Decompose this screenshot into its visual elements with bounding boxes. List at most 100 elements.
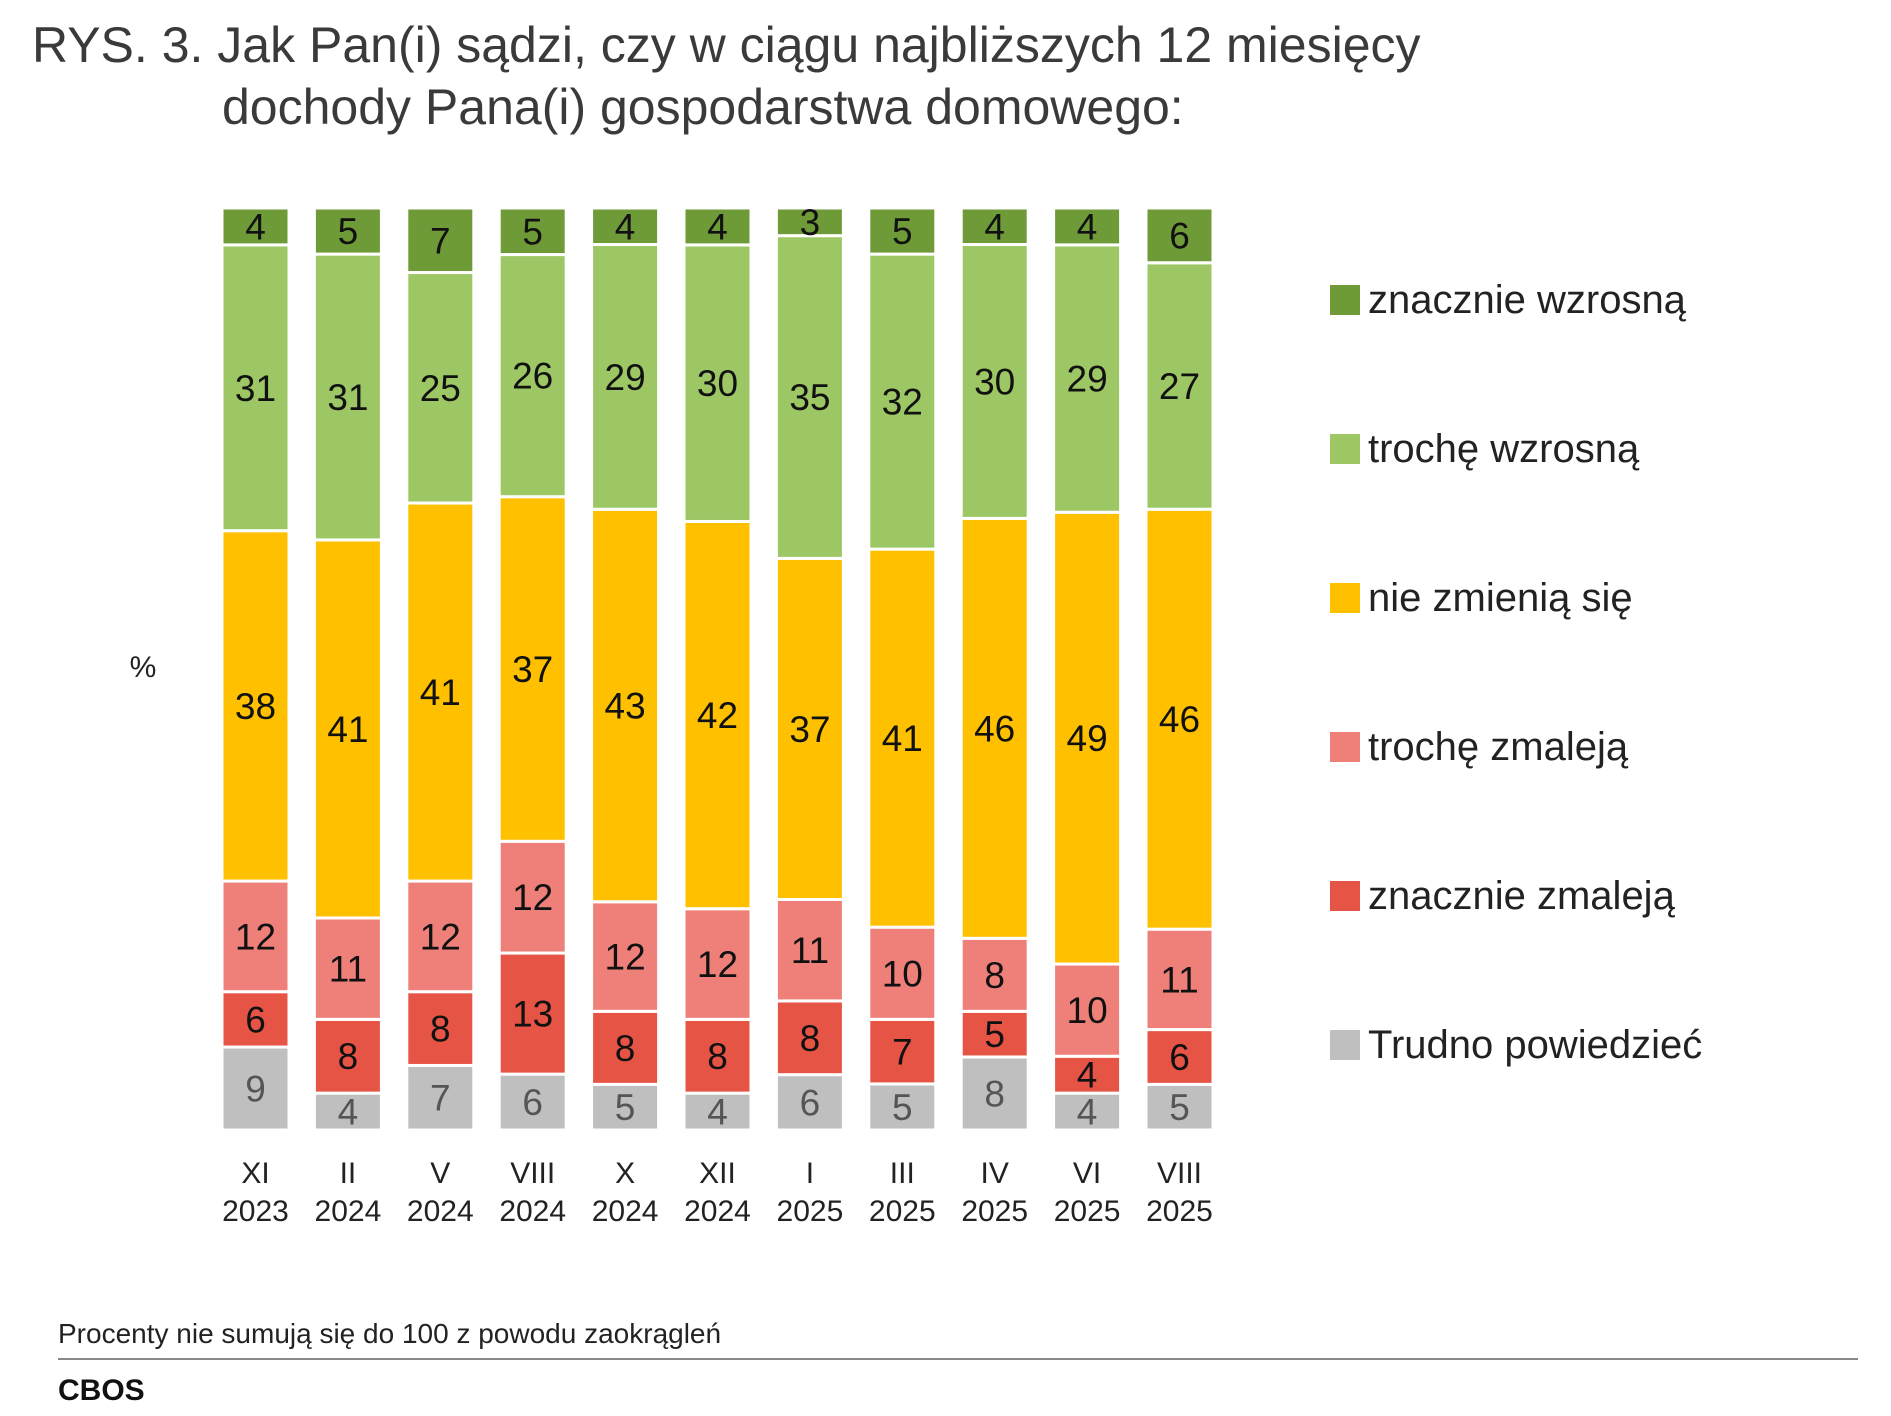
- data-label-troche-zmaleja: 11: [1160, 959, 1198, 1000]
- x-tick-label: IV 2025: [961, 1157, 1028, 1228]
- bar-segment-znacznie-wzrosna: [867, 206, 938, 256]
- bar-segment-trudno-powiedziec: [774, 1073, 845, 1132]
- data-label-troche-zmaleja: 10: [1067, 990, 1108, 1031]
- data-label-znacznie-wzrosna: 4: [984, 206, 1005, 247]
- bar-segment-nie-zmienia-sie: [1144, 507, 1215, 931]
- data-label-znacznie-zmaleja: 8: [707, 1036, 728, 1077]
- data-label-troche-wzrosna: 35: [789, 377, 830, 418]
- data-label-znacznie-zmaleja: 4: [1077, 1055, 1098, 1096]
- x-tick-label: X 2024: [592, 1157, 659, 1228]
- data-label-nie-zmienia-sie: 43: [605, 686, 646, 727]
- legend-swatch-nie-zmienia-sie: [1330, 583, 1360, 613]
- data-label-trudno-powiedziec: 8: [984, 1073, 1005, 1114]
- data-label-troche-zmaleja: 11: [329, 949, 367, 990]
- bar-segment-troche-wzrosna: [959, 243, 1030, 520]
- bar-segment-nie-zmienia-sie: [590, 507, 661, 904]
- x-tick-label-year: 2025: [1146, 1195, 1213, 1228]
- legend-swatch-troche-zmaleja: [1330, 732, 1360, 762]
- bar-segment-znacznie-wzrosna: [1052, 206, 1123, 247]
- data-label-troche-wzrosna: 32: [882, 382, 923, 423]
- legend-label-troche-zmaleja: trochę zmaleją: [1368, 725, 1629, 769]
- legend-swatch-znacznie-wzrosna: [1330, 285, 1360, 315]
- data-label-troche-wzrosna: 29: [605, 357, 646, 398]
- x-tick-label-year: 2024: [315, 1195, 382, 1228]
- x-tick-label-month: VIII: [1157, 1157, 1202, 1190]
- x-tick-label: III 2025: [869, 1157, 936, 1228]
- x-tick-label-year: 2024: [407, 1195, 474, 1228]
- data-label-trudno-powiedziec: 5: [892, 1087, 913, 1128]
- data-label-troche-zmaleja: 12: [605, 937, 646, 978]
- data-label-trudno-powiedziec: 6: [800, 1082, 821, 1123]
- x-tick-label: I 2025: [777, 1157, 844, 1228]
- x-tick-label-month: VIII: [510, 1157, 555, 1190]
- bar-segment-znacznie-zmaleja: [682, 1017, 753, 1095]
- x-tick-label: VIII 2025: [1146, 1157, 1213, 1228]
- data-label-trudno-powiedziec: 4: [707, 1092, 728, 1133]
- y-axis-label: %: [130, 651, 157, 684]
- bar-segment-trudno-powiedziec: [1052, 1091, 1123, 1132]
- x-tick-label-month: I: [806, 1157, 814, 1190]
- chart-title: RYS. 3. Jak Pan(i) sądzi, czy w ciągu na…: [32, 14, 1632, 138]
- data-label-znacznie-zmaleja: 8: [430, 1009, 451, 1050]
- data-label-znacznie-wzrosna: 4: [245, 206, 266, 247]
- bar-segment-znacznie-zmaleja: [1052, 1054, 1123, 1095]
- data-label-troche-wzrosna: 27: [1159, 366, 1200, 407]
- x-tick-label: XI 2023: [222, 1157, 289, 1228]
- data-label-nie-zmienia-sie: 46: [974, 708, 1015, 749]
- data-label-nie-zmienia-sie: 37: [512, 649, 553, 690]
- data-label-troche-zmaleja: 12: [420, 916, 461, 957]
- x-tick-label: V 2024: [407, 1157, 474, 1228]
- bar-segment-troche-zmaleja: [1052, 962, 1123, 1058]
- legend-swatch-trudno-powiedziec: [1330, 1030, 1360, 1060]
- data-label-znacznie-zmaleja: 13: [512, 994, 553, 1035]
- data-label-troche-wzrosna: 31: [327, 377, 368, 418]
- data-label-nie-zmienia-sie: 42: [697, 695, 738, 736]
- data-label-trudno-powiedziec: 9: [245, 1069, 266, 1110]
- data-label-znacznie-zmaleja: 6: [245, 999, 266, 1040]
- bar-segment-troche-zmaleja: [405, 879, 476, 994]
- bar-segment-trudno-powiedziec: [867, 1082, 938, 1132]
- bar-segment-trudno-powiedziec: [590, 1082, 661, 1132]
- data-label-troche-zmaleja: 12: [512, 877, 553, 918]
- bar-segment-znacznie-wzrosna: [774, 206, 845, 238]
- x-tick-label-year: 2025: [777, 1195, 844, 1228]
- data-label-znacznie-wzrosna: 5: [892, 211, 913, 252]
- legend-label-troche-wzrosna: trochę wzrosną: [1368, 427, 1640, 471]
- x-tick-label-year: 2025: [961, 1195, 1028, 1228]
- legend-label-nie-zmienia-sie: nie zmienią się: [1368, 576, 1633, 620]
- bar-segment-nie-zmienia-sie: [959, 516, 1030, 940]
- bar-segment-znacznie-zmaleja: [1144, 1028, 1215, 1086]
- x-tick-label-month: X: [615, 1157, 635, 1190]
- data-label-troche-wzrosna: 29: [1067, 359, 1108, 400]
- bar-segment-znacznie-wzrosna: [959, 206, 1030, 247]
- data-label-znacznie-wzrosna: 5: [522, 211, 543, 252]
- data-label-nie-zmienia-sie: 49: [1067, 718, 1108, 759]
- data-label-troche-zmaleja: 8: [984, 955, 1005, 996]
- bar-segment-troche-wzrosna: [1144, 261, 1215, 511]
- bar-segment-nie-zmienia-sie: [1052, 510, 1123, 966]
- bar-segment-znacznie-zmaleja: [220, 990, 291, 1049]
- chart-title-line-2: dochody Pana(i) gospodarstwa domowego:: [222, 79, 1184, 135]
- data-label-znacznie-zmaleja: 6: [1169, 1037, 1190, 1078]
- bar-segment-znacznie-wzrosna: [405, 206, 476, 275]
- footer-divider: [58, 1358, 1858, 1360]
- bar-segment-troche-wzrosna: [1052, 243, 1123, 514]
- bar-segment-trudno-powiedziec: [405, 1063, 476, 1132]
- data-label-znacznie-zmaleja: 8: [338, 1036, 359, 1077]
- legend-swatch-znacznie-zmaleja: [1330, 881, 1360, 911]
- bar-segment-troche-zmaleja: [774, 898, 845, 1003]
- data-label-znacznie-wzrosna: 4: [1077, 206, 1098, 247]
- x-tick-label-year: 2023: [222, 1195, 289, 1228]
- data-label-trudno-powiedziec: 5: [615, 1087, 636, 1128]
- x-tick-label: VI 2025: [1054, 1157, 1121, 1228]
- x-tick-label-year: 2025: [869, 1195, 936, 1228]
- data-label-trudno-powiedziec: 4: [1077, 1092, 1098, 1133]
- bar-segment-znacznie-zmaleja: [774, 999, 845, 1077]
- data-label-troche-wzrosna: 30: [974, 361, 1015, 402]
- bar-segment-znacznie-zmaleja: [312, 1017, 383, 1095]
- bar-segment-nie-zmienia-sie: [497, 495, 568, 843]
- bar-segment-troche-zmaleja: [959, 936, 1030, 1013]
- bar-segment-znacznie-wzrosna: [590, 206, 661, 247]
- data-label-troche-zmaleja: 12: [697, 944, 738, 985]
- bar-segment-troche-zmaleja: [220, 879, 291, 994]
